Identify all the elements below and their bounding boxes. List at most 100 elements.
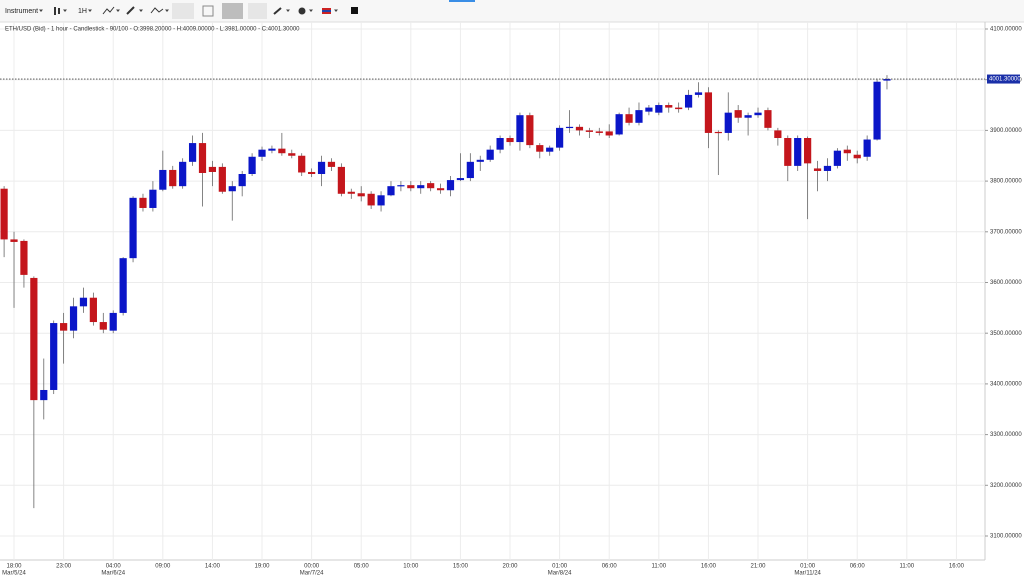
layout-button[interactable] xyxy=(202,5,214,17)
x-tick-label: 10:00 xyxy=(403,564,419,570)
candle-icon[interactable] xyxy=(58,8,60,14)
candle-body xyxy=(357,193,365,197)
x-date-label: Mar/7/24 xyxy=(300,571,324,577)
x-tick-label: 09:00 xyxy=(155,564,171,570)
candle-body xyxy=(0,188,8,240)
candle-body xyxy=(546,147,554,152)
draw-icon[interactable] xyxy=(126,6,135,15)
candle-body xyxy=(179,161,187,187)
theme-icon[interactable] xyxy=(298,7,306,15)
candle-body xyxy=(804,138,812,164)
candle-body xyxy=(635,110,643,123)
candle-body xyxy=(288,153,296,156)
candle-body xyxy=(764,110,772,128)
candle-body xyxy=(79,297,88,307)
x-tick-label: 11:00 xyxy=(900,564,915,570)
dropdown-arrow[interactable] xyxy=(39,9,43,13)
dropdown-arrow[interactable] xyxy=(286,9,290,13)
candle-body xyxy=(198,143,207,173)
candle-body xyxy=(575,126,584,131)
candle-body xyxy=(784,138,792,166)
tab-indicator xyxy=(449,0,475,2)
candle-body xyxy=(99,322,107,330)
candle-body xyxy=(337,166,345,194)
y-tick-label: 3800.00000 xyxy=(990,179,1022,185)
share-icon[interactable] xyxy=(273,7,282,15)
fullscreen-button[interactable] xyxy=(222,3,243,19)
candle-body xyxy=(139,197,147,208)
y-tick-label: 3900.00000 xyxy=(990,128,1022,134)
indicator-icon[interactable] xyxy=(102,6,115,15)
candle-body xyxy=(397,185,405,187)
candle-body xyxy=(258,149,266,157)
candle-body xyxy=(228,186,236,192)
candle-body xyxy=(655,105,663,113)
candle-body xyxy=(40,389,48,401)
candle-icon[interactable] xyxy=(54,7,56,15)
y-tick-label: 3400.00000 xyxy=(990,381,1022,387)
chart-legend: ETH/USD (Bid) - 1 hour - Candlestick - 9… xyxy=(5,27,300,33)
candle-body xyxy=(565,126,574,129)
candle-body xyxy=(50,323,58,390)
candle-body xyxy=(704,92,713,133)
last-price-box xyxy=(987,74,1020,84)
candle-body xyxy=(813,168,822,171)
candle-body xyxy=(684,94,693,108)
x-tick-label: 11:00 xyxy=(652,564,667,570)
y-tick-label: 3500.00000 xyxy=(990,331,1022,337)
candle-body xyxy=(188,143,197,162)
x-tick-label: 18:00 xyxy=(7,564,23,570)
candle-body xyxy=(69,306,78,331)
x-tick-label: 06:00 xyxy=(850,564,866,570)
dropdown-arrow[interactable] xyxy=(116,9,120,13)
candle-body xyxy=(506,138,514,143)
dropdown-arrow[interactable] xyxy=(334,9,338,13)
candle-body xyxy=(476,159,484,162)
candle-body xyxy=(30,277,38,401)
y-tick-label: 4100.00000 xyxy=(990,27,1022,33)
candle-body xyxy=(238,174,246,187)
dropdown-arrow[interactable] xyxy=(63,9,67,13)
x-tick-label: 01:00 xyxy=(552,564,568,570)
x-tick-label: 05:00 xyxy=(354,564,370,570)
candle-body xyxy=(466,161,474,179)
candle-body xyxy=(883,79,891,81)
candle-body xyxy=(268,148,276,151)
x-date-label: Mar/6/24 xyxy=(101,571,125,577)
dropdown-arrow[interactable] xyxy=(165,9,169,13)
y-tick-label: 3700.00000 xyxy=(990,229,1022,235)
x-tick-label: 23:00 xyxy=(56,564,72,570)
candle-body xyxy=(585,130,593,132)
candle-body xyxy=(427,183,435,189)
candle-body xyxy=(526,115,534,146)
instrument-menu[interactable]: Instrument xyxy=(5,8,38,15)
dropdown-arrow[interactable] xyxy=(309,9,313,13)
candle-body xyxy=(863,139,871,157)
candle-body xyxy=(407,185,415,189)
candle-body xyxy=(327,161,336,167)
candle-body xyxy=(853,154,861,159)
candle-body xyxy=(615,114,623,135)
candle-body xyxy=(10,239,18,242)
dropdown-arrow[interactable] xyxy=(139,9,143,13)
x-date-label: Mar/11/24 xyxy=(794,571,821,577)
candle-body xyxy=(625,114,633,123)
disabled-button[interactable] xyxy=(248,3,267,19)
candle-body xyxy=(119,258,127,313)
y-tick-label: 3200.00000 xyxy=(990,483,1022,489)
candle-body xyxy=(833,150,841,166)
dropdown-arrow[interactable] xyxy=(88,9,92,13)
window-icon[interactable] xyxy=(351,7,358,14)
candle-body xyxy=(308,171,316,175)
compare-icon[interactable] xyxy=(150,7,164,14)
toolbar xyxy=(0,0,1024,22)
disabled-button[interactable] xyxy=(172,3,194,19)
timeframe-menu[interactable]: 1H xyxy=(78,8,87,15)
candle-body xyxy=(843,149,851,154)
candle-body xyxy=(159,169,167,190)
candle-body xyxy=(536,145,544,152)
candle-body xyxy=(347,191,355,194)
x-tick-label: 14:00 xyxy=(205,564,221,570)
